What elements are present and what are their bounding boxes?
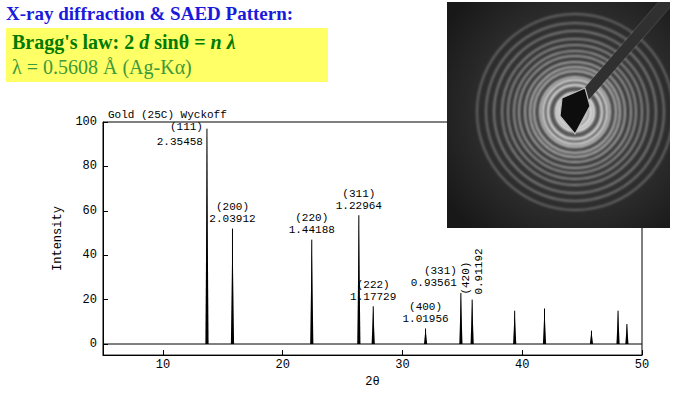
svg-text:40: 40 <box>515 358 529 372</box>
svg-text:2θ: 2θ <box>365 375 379 389</box>
svg-text:Gold (25C) Wyckoff: Gold (25C) Wyckoff <box>108 109 227 121</box>
svg-text:(331): (331) <box>424 265 457 277</box>
svg-text:10: 10 <box>156 358 170 372</box>
svg-text:Intensity: Intensity <box>51 206 65 271</box>
svg-text:2.03912: 2.03912 <box>209 213 255 225</box>
svg-text:60: 60 <box>83 204 97 218</box>
svg-text:0: 0 <box>90 337 97 351</box>
svg-text:(222): (222) <box>357 279 390 291</box>
svg-text:20: 20 <box>83 293 97 307</box>
svg-text:(420): (420) <box>460 262 472 295</box>
svg-text:(400): (400) <box>409 301 442 313</box>
svg-text:0.93561: 0.93561 <box>411 277 458 289</box>
svg-text:0.91192: 0.91192 <box>473 248 485 294</box>
svg-text:(220): (220) <box>295 212 328 224</box>
svg-text:(311): (311) <box>342 188 375 200</box>
svg-text:(111): (111) <box>170 121 203 133</box>
svg-text:1.01956: 1.01956 <box>402 313 448 325</box>
svg-text:(200): (200) <box>216 201 249 213</box>
html-text:Bragg's law: 2 d sinθ = n λ: Bragg's law: 2 d sinθ = n λ <box>12 31 236 53</box>
html-text:X-ray diffraction & SAED Patte: X-ray diffraction & SAED Pattern: <box>6 3 294 24</box>
svg-text:20: 20 <box>275 358 289 372</box>
html-text:λ = 0.5608 Å (Ag-Kα): λ = 0.5608 Å (Ag-Kα) <box>12 56 192 78</box>
svg-text:1.22964: 1.22964 <box>336 200 383 212</box>
svg-text:80: 80 <box>83 159 97 173</box>
svg-text:40: 40 <box>83 248 97 262</box>
svg-text:1.17729: 1.17729 <box>350 291 396 303</box>
svg-text:2.35458: 2.35458 <box>157 136 203 148</box>
svg-text:1.44188: 1.44188 <box>289 224 335 236</box>
svg-text:50: 50 <box>635 358 649 372</box>
svg-text:30: 30 <box>395 358 409 372</box>
svg-text:100: 100 <box>75 115 97 129</box>
